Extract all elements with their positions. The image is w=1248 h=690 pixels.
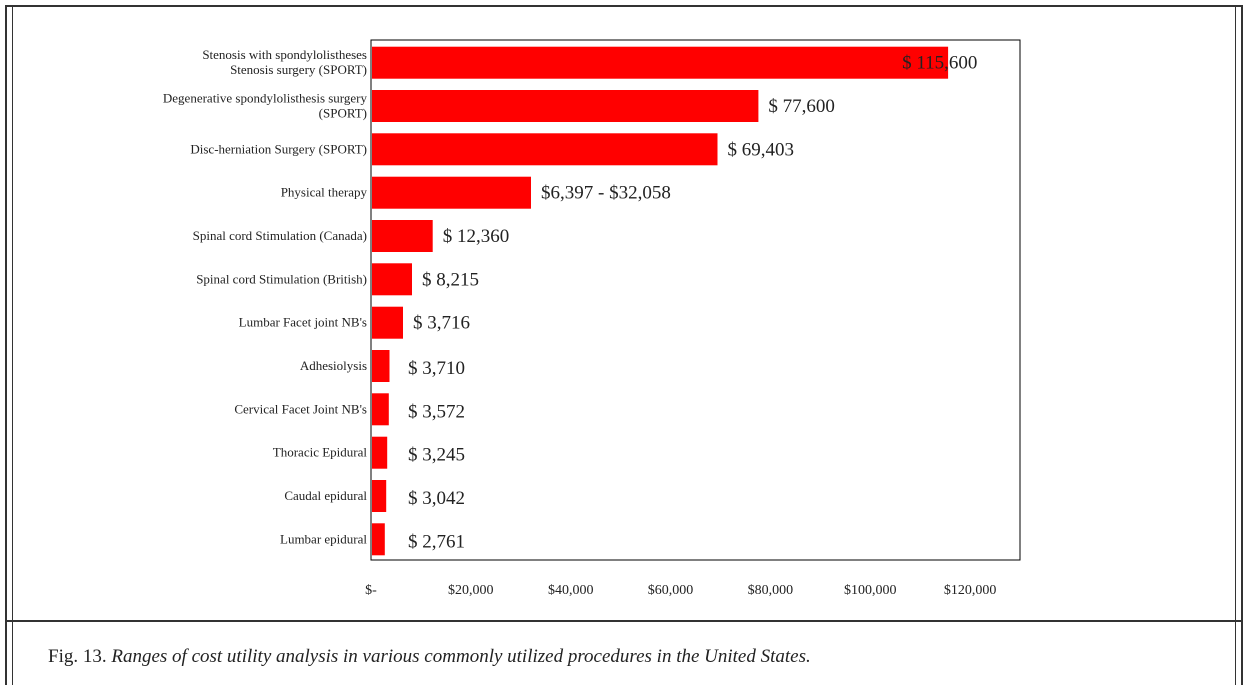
category-label: Caudal epidural — [284, 488, 367, 503]
data-label: $ 3,572 — [408, 401, 465, 422]
category-label: Degenerative spondylolisthesis surgery — [163, 91, 368, 106]
x-tick-label: $20,000 — [448, 583, 494, 598]
category-label: Lumbar epidural — [280, 531, 367, 546]
category-label: Lumbar Facet joint NB's — [239, 315, 367, 330]
x-tick-label: $120,000 — [944, 583, 997, 598]
bar — [372, 46, 949, 79]
category-label: Spinal cord Stimulation (British) — [196, 271, 367, 286]
x-tick-label: $40,000 — [548, 583, 594, 598]
bar — [372, 90, 759, 122]
bar — [372, 393, 389, 426]
data-label: $ 115,600 — [902, 53, 977, 74]
x-tick-label: $100,000 — [844, 583, 897, 598]
caption-label: Fig. 13. — [48, 646, 107, 667]
data-label: $ 77,600 — [768, 96, 835, 117]
data-label: $ 2,761 — [408, 531, 465, 552]
data-label: $ 3,042 — [408, 488, 465, 509]
data-label: $ 69,403 — [728, 139, 795, 160]
caption-divider — [5, 620, 1243, 622]
bar-chart: Stenosis with spondylolisthesesStenosis … — [163, 39, 1021, 598]
category-label: (SPORT) — [319, 106, 367, 121]
bar — [372, 306, 403, 339]
bar — [372, 436, 388, 469]
bar — [372, 523, 385, 556]
bar — [372, 263, 412, 296]
x-tick-label: $60,000 — [648, 583, 694, 598]
caption-title: Ranges of cost utility analysis in vario… — [111, 646, 811, 667]
bar — [372, 176, 531, 209]
data-label: $ 8,215 — [422, 269, 479, 290]
plot-area-border — [370, 39, 1021, 561]
category-label: Spinal cord Stimulation (Canada) — [193, 228, 367, 243]
category-label: Disc-herniation Surgery (SPORT) — [190, 141, 367, 156]
data-label: $ 3,245 — [408, 445, 465, 466]
data-label: $ 3,710 — [408, 358, 465, 379]
x-tick-label: $- — [365, 583, 377, 598]
data-label: $6,397 - $32,058 — [541, 183, 671, 204]
bar — [372, 220, 433, 252]
category-label: Thoracic Epidural — [273, 445, 368, 460]
category-label: Stenosis surgery (SPORT) — [230, 62, 367, 77]
bar — [372, 480, 387, 512]
figure-caption: Fig. 13. Ranges of cost utility analysis… — [48, 646, 811, 668]
bar — [372, 350, 390, 382]
category-label: Adhesiolysis — [300, 358, 367, 373]
x-tick-label: $80,000 — [748, 583, 794, 598]
bars-layer — [372, 46, 949, 556]
data-label: $ 12,360 — [443, 226, 510, 247]
category-label: Stenosis with spondylolistheses — [202, 47, 367, 62]
figure-frame — [5, 5, 1243, 685]
labels-layer: Stenosis with spondylolisthesesStenosis … — [163, 47, 996, 598]
bar — [372, 133, 718, 166]
data-label: $ 3,716 — [413, 313, 470, 334]
category-label: Cervical Facet Joint NB's — [234, 401, 367, 416]
category-label: Physical therapy — [281, 185, 368, 200]
